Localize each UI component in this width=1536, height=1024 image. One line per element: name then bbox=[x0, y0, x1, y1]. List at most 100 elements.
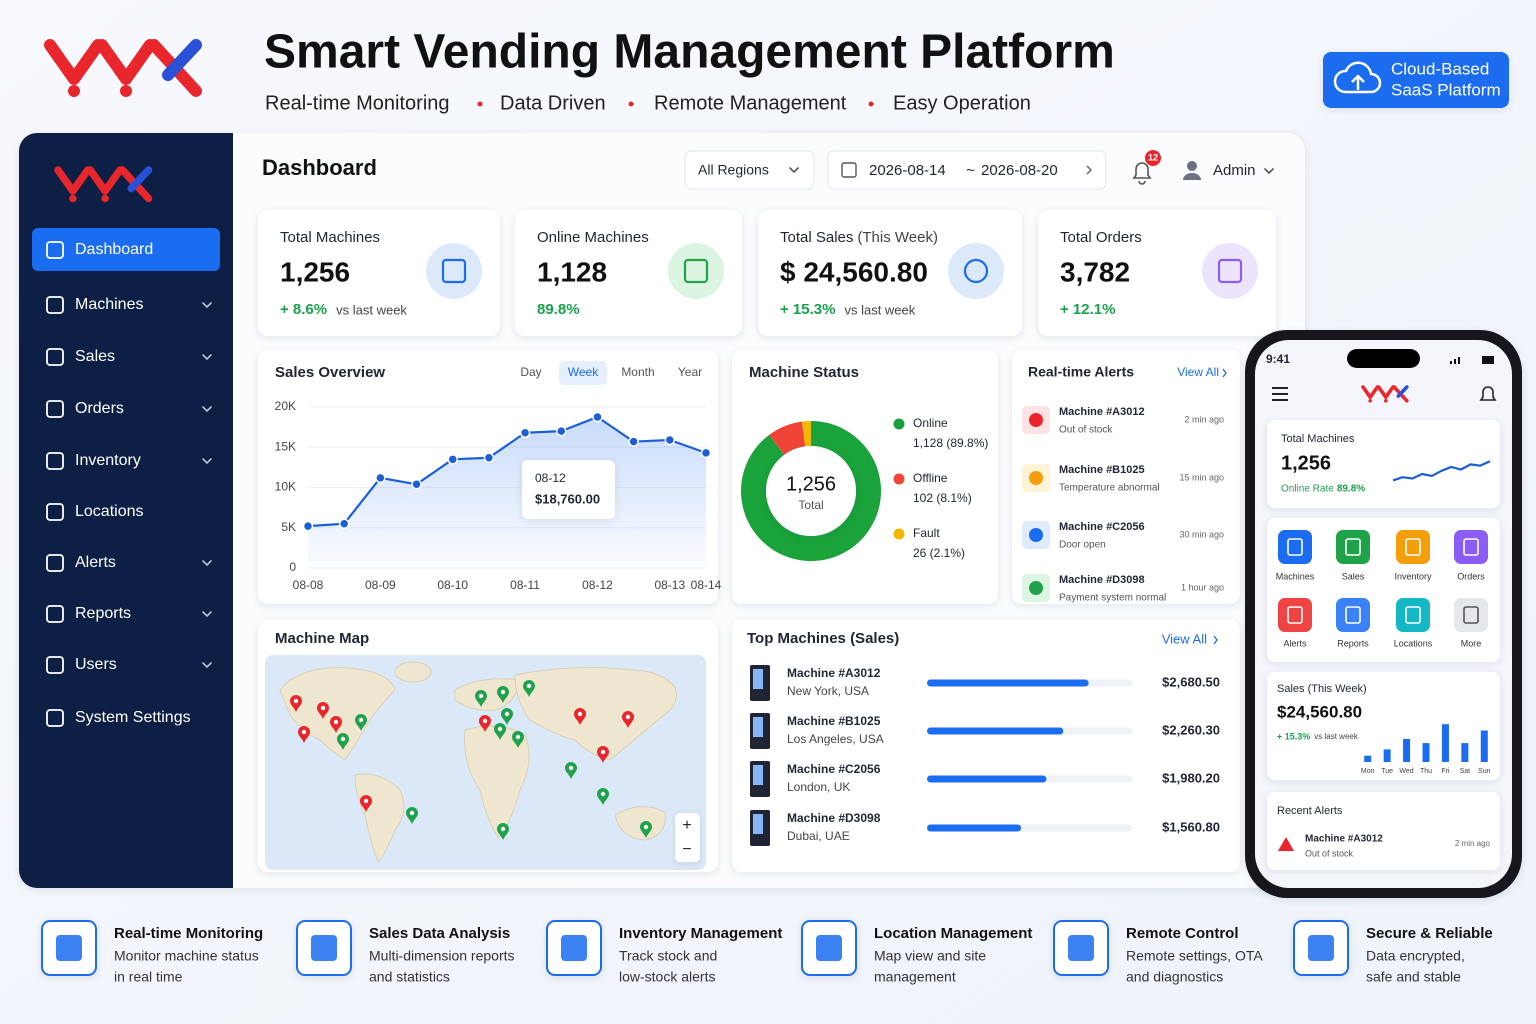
tab[interactable]: Year bbox=[678, 365, 702, 379]
shortcut-icon[interactable] bbox=[1336, 530, 1370, 564]
menu-icon[interactable] bbox=[1272, 387, 1288, 401]
map-pin[interactable] bbox=[523, 680, 535, 697]
map-pin[interactable] bbox=[494, 723, 506, 740]
shortcut-icon[interactable] bbox=[1454, 598, 1488, 632]
badge-text: SaaS Platform bbox=[1391, 80, 1501, 99]
feature-desc: in real time bbox=[114, 969, 183, 985]
shortcut-icon[interactable] bbox=[1336, 598, 1370, 632]
zoom-in[interactable]: + bbox=[682, 817, 691, 834]
map-pin-dot bbox=[358, 717, 364, 723]
map-pin[interactable] bbox=[355, 714, 367, 731]
point bbox=[483, 452, 495, 463]
kpi-icon bbox=[1217, 258, 1243, 284]
chevron bbox=[1213, 635, 1218, 645]
shortcut-label[interactable]: Reports bbox=[1337, 638, 1369, 648]
view-all-link[interactable]: View All bbox=[1162, 631, 1207, 646]
feature-title: Location Management bbox=[874, 925, 1032, 942]
map-pin[interactable] bbox=[337, 733, 349, 750]
shortcut-icon[interactable] bbox=[1278, 530, 1312, 564]
nav-item[interactable]: Alerts bbox=[75, 554, 116, 571]
tab[interactable]: Week bbox=[568, 365, 599, 379]
view-all-link[interactable]: View All bbox=[1177, 365, 1219, 379]
nav-icon bbox=[46, 348, 64, 366]
machine-name: Machine #C2056 bbox=[787, 762, 881, 776]
map-pin[interactable] bbox=[479, 715, 491, 732]
alert-machine: Machine #D3098 bbox=[1059, 574, 1145, 586]
machine-location: Los Angeles, USA bbox=[787, 732, 884, 746]
nav-item[interactable]: Inventory bbox=[75, 452, 141, 469]
feature-title: Inventory Management bbox=[619, 925, 782, 942]
mobile-note: vs last week bbox=[1314, 732, 1359, 741]
map-pin[interactable] bbox=[565, 762, 577, 779]
map-pin[interactable] bbox=[622, 711, 634, 728]
feature-glyph bbox=[816, 935, 842, 961]
feature-title: Remote Control bbox=[1126, 925, 1239, 942]
logo-dot bbox=[1384, 399, 1388, 403]
alert-icon bbox=[1029, 528, 1043, 542]
donut-segment bbox=[741, 421, 882, 561]
vending-icon-window bbox=[753, 765, 763, 785]
tab[interactable]: Month bbox=[621, 365, 654, 379]
map-pin[interactable] bbox=[597, 746, 609, 763]
mobile-label: Online Rate bbox=[1281, 484, 1334, 495]
map-pin[interactable] bbox=[330, 716, 342, 733]
shortcut-label[interactable]: Machines bbox=[1276, 571, 1315, 581]
zoom-out[interactable]: − bbox=[682, 841, 691, 858]
shortcut-icon[interactable] bbox=[1278, 598, 1312, 632]
map-pin[interactable] bbox=[497, 686, 509, 703]
kpi-label-note: (This Week) bbox=[857, 229, 938, 246]
shortcut-icon[interactable] bbox=[1396, 598, 1430, 632]
nav-item[interactable]: Dashboard bbox=[75, 241, 153, 258]
active-item[interactable] bbox=[32, 228, 220, 271]
mobile-value: 89.8% bbox=[1337, 484, 1365, 495]
map-pin[interactable] bbox=[475, 690, 487, 707]
map-pin[interactable] bbox=[512, 731, 524, 748]
shortcut-label[interactable]: Orders bbox=[1457, 571, 1485, 581]
nav-item[interactable]: Reports bbox=[75, 605, 131, 622]
map-pin[interactable] bbox=[298, 726, 310, 743]
shortcut-icon[interactable] bbox=[1396, 530, 1430, 564]
shortcut-icon[interactable] bbox=[1454, 530, 1488, 564]
dynamic-island bbox=[1347, 349, 1420, 368]
map-pin[interactable] bbox=[597, 788, 609, 805]
point bbox=[592, 411, 603, 423]
bell-icon[interactable] bbox=[1479, 386, 1497, 401]
bar bbox=[927, 824, 1022, 832]
x-tick-label: 08-13 bbox=[654, 578, 685, 592]
shortcut-label[interactable]: Sales bbox=[1342, 571, 1365, 581]
shortcut-label[interactable]: Alerts bbox=[1283, 638, 1307, 648]
y-tick-label: 10K bbox=[275, 480, 296, 494]
map-pin[interactable] bbox=[406, 807, 418, 824]
chevron bbox=[202, 354, 212, 361]
map-pin[interactable] bbox=[574, 708, 586, 725]
shortcut-label[interactable]: Inventory bbox=[1394, 571, 1432, 581]
date-picker[interactable] bbox=[827, 150, 1107, 190]
nav-item[interactable]: Orders bbox=[75, 400, 124, 417]
map-pin[interactable] bbox=[360, 795, 372, 812]
data-label: 102 (8.1%) bbox=[913, 491, 972, 505]
nav-item[interactable]: System Settings bbox=[75, 709, 191, 726]
map-pin[interactable] bbox=[501, 708, 513, 725]
map-pin[interactable] bbox=[290, 695, 302, 712]
alert-time: 1 hour ago bbox=[1181, 582, 1224, 592]
chevron bbox=[1264, 168, 1274, 175]
shortcut-label[interactable]: Locations bbox=[1394, 638, 1433, 648]
nav-item[interactable]: Locations bbox=[75, 503, 144, 520]
map-pin[interactable] bbox=[497, 823, 509, 840]
user-name[interactable]: Admin bbox=[1213, 162, 1256, 179]
page-title: Smart Vending Management Platform bbox=[264, 26, 1115, 79]
shortcut-label[interactable]: More bbox=[1461, 638, 1482, 648]
nav-item[interactable]: Sales bbox=[75, 348, 115, 365]
region-select[interactable] bbox=[684, 150, 815, 190]
map-pin[interactable] bbox=[640, 821, 652, 838]
feature-desc: management bbox=[874, 969, 956, 985]
bell-icon[interactable] bbox=[1132, 162, 1152, 185]
donut-label: Total bbox=[798, 498, 823, 512]
line bbox=[307, 415, 707, 528]
nav-item[interactable]: Users bbox=[75, 656, 117, 673]
map-pin[interactable] bbox=[317, 702, 329, 719]
feature-title: Secure & Reliable bbox=[1366, 925, 1493, 942]
logo-dot bbox=[101, 194, 109, 203]
tab[interactable]: Day bbox=[520, 365, 541, 379]
nav-item[interactable]: Machines bbox=[75, 296, 143, 313]
